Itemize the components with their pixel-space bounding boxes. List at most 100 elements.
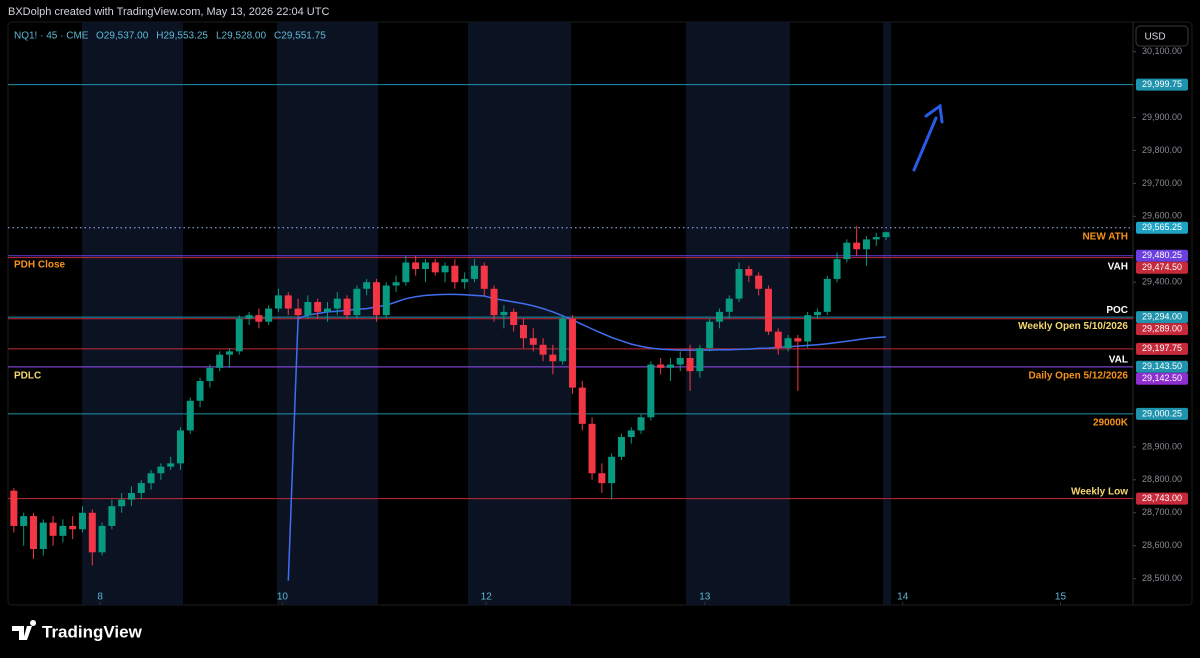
candle-body xyxy=(559,318,567,362)
level-note: NEW ATH xyxy=(1082,231,1128,242)
candle-body xyxy=(470,265,478,279)
candle-body xyxy=(372,282,380,316)
candle-body xyxy=(176,430,184,464)
candle-body xyxy=(725,298,733,312)
price-tag xyxy=(1136,342,1188,355)
level-note: VAH xyxy=(1108,261,1128,272)
price-tag-label: 28,743.00 xyxy=(1142,493,1182,503)
ohlc-legend: O29,537.00 xyxy=(96,31,149,42)
candle-body xyxy=(323,308,331,312)
candle-body xyxy=(676,357,684,365)
candle-body xyxy=(88,512,96,553)
currency-button[interactable] xyxy=(1135,25,1189,47)
candle-body xyxy=(657,364,665,368)
level-note: PDH Close xyxy=(14,259,66,270)
price-tag xyxy=(1136,360,1188,373)
price-tag xyxy=(1136,311,1188,324)
level-note: 29000K xyxy=(1093,418,1129,429)
candle-body xyxy=(480,265,488,289)
y-tick-label: 29,700.00 xyxy=(1142,178,1182,188)
candle-body xyxy=(167,463,175,467)
candle-body xyxy=(196,381,204,401)
candle-body xyxy=(784,338,792,349)
price-tag xyxy=(1136,261,1188,274)
candle-body xyxy=(255,315,263,322)
session-band xyxy=(82,22,183,605)
candles xyxy=(10,226,890,566)
candle-body xyxy=(216,354,224,368)
symbol: NQ1! · 45 · CME xyxy=(14,31,89,42)
candle-body xyxy=(666,364,674,368)
x-tick-label: 10 xyxy=(277,592,289,603)
candle-body xyxy=(735,269,743,299)
candle-body xyxy=(696,348,704,372)
candle-body xyxy=(20,516,28,526)
candle-body xyxy=(764,288,772,332)
y-tick-label: 29,800.00 xyxy=(1142,145,1182,155)
candle-body xyxy=(402,262,410,283)
candle-body xyxy=(500,311,508,316)
candle-body xyxy=(431,262,439,273)
candle-body xyxy=(412,262,420,270)
y-tick-label: 29,400.00 xyxy=(1142,277,1182,287)
currency[interactable]: USD xyxy=(1144,32,1165,43)
candle-body xyxy=(59,525,67,536)
annotation-arrow xyxy=(912,103,944,172)
price-tag xyxy=(1136,492,1188,505)
candle-body xyxy=(451,265,459,283)
candle-body xyxy=(794,338,802,342)
candle-body xyxy=(823,278,831,312)
candle-body xyxy=(314,301,322,312)
candle-body xyxy=(549,354,557,362)
candle-body xyxy=(274,295,282,309)
x-tick-label: 12 xyxy=(481,592,493,603)
candle-body xyxy=(206,367,214,382)
candle-body xyxy=(755,275,763,289)
candle-body xyxy=(108,506,116,526)
brand: TradingView xyxy=(42,622,143,641)
y-tick-label: 28,900.00 xyxy=(1142,441,1182,451)
candle-body xyxy=(147,473,155,484)
candle-body xyxy=(69,525,77,530)
level-note: VAL xyxy=(1109,354,1128,365)
x-tick-label: 15 xyxy=(1055,592,1067,603)
price-tag-label: 29,289.00 xyxy=(1142,323,1182,333)
price-tag-label: 29,294.00 xyxy=(1142,311,1182,321)
candle-body xyxy=(588,423,596,474)
candle-body xyxy=(461,278,469,283)
candle-body xyxy=(304,301,312,316)
candle-body xyxy=(490,288,498,316)
panel xyxy=(7,21,1193,606)
candle-body xyxy=(598,473,606,484)
y-tick-label: 28,600.00 xyxy=(1142,540,1182,550)
candle-body xyxy=(441,265,449,273)
level-note: Daily Open 5/12/2026 xyxy=(1028,371,1128,382)
x-tick-label: 14 xyxy=(897,592,909,603)
session-band xyxy=(883,22,891,605)
price-tag-label: 29,474.50 xyxy=(1142,262,1182,272)
session-band xyxy=(468,22,571,605)
candle-body xyxy=(392,282,400,286)
candle-body xyxy=(882,232,890,238)
candle-body xyxy=(774,331,782,349)
level-note: Weekly Low xyxy=(1071,486,1128,497)
candle-body xyxy=(617,437,625,457)
price-tag-label: 29,197.75 xyxy=(1142,343,1182,353)
ohlc-legend: H29,553.25 xyxy=(156,31,208,42)
candle-body xyxy=(245,315,253,319)
y-tick-label: 28,700.00 xyxy=(1142,507,1182,517)
candle-body xyxy=(353,288,361,316)
candle-body xyxy=(294,308,302,316)
candle-body xyxy=(39,522,47,550)
candle-body xyxy=(127,493,135,500)
candle-body xyxy=(539,344,547,355)
candle-body xyxy=(186,400,194,431)
candle-body xyxy=(706,321,714,349)
y-tick-label: 28,800.00 xyxy=(1142,474,1182,484)
candle-body xyxy=(813,311,821,316)
price-tag xyxy=(1136,249,1188,262)
level-note: POC xyxy=(1106,305,1128,316)
candle-body xyxy=(833,259,841,279)
